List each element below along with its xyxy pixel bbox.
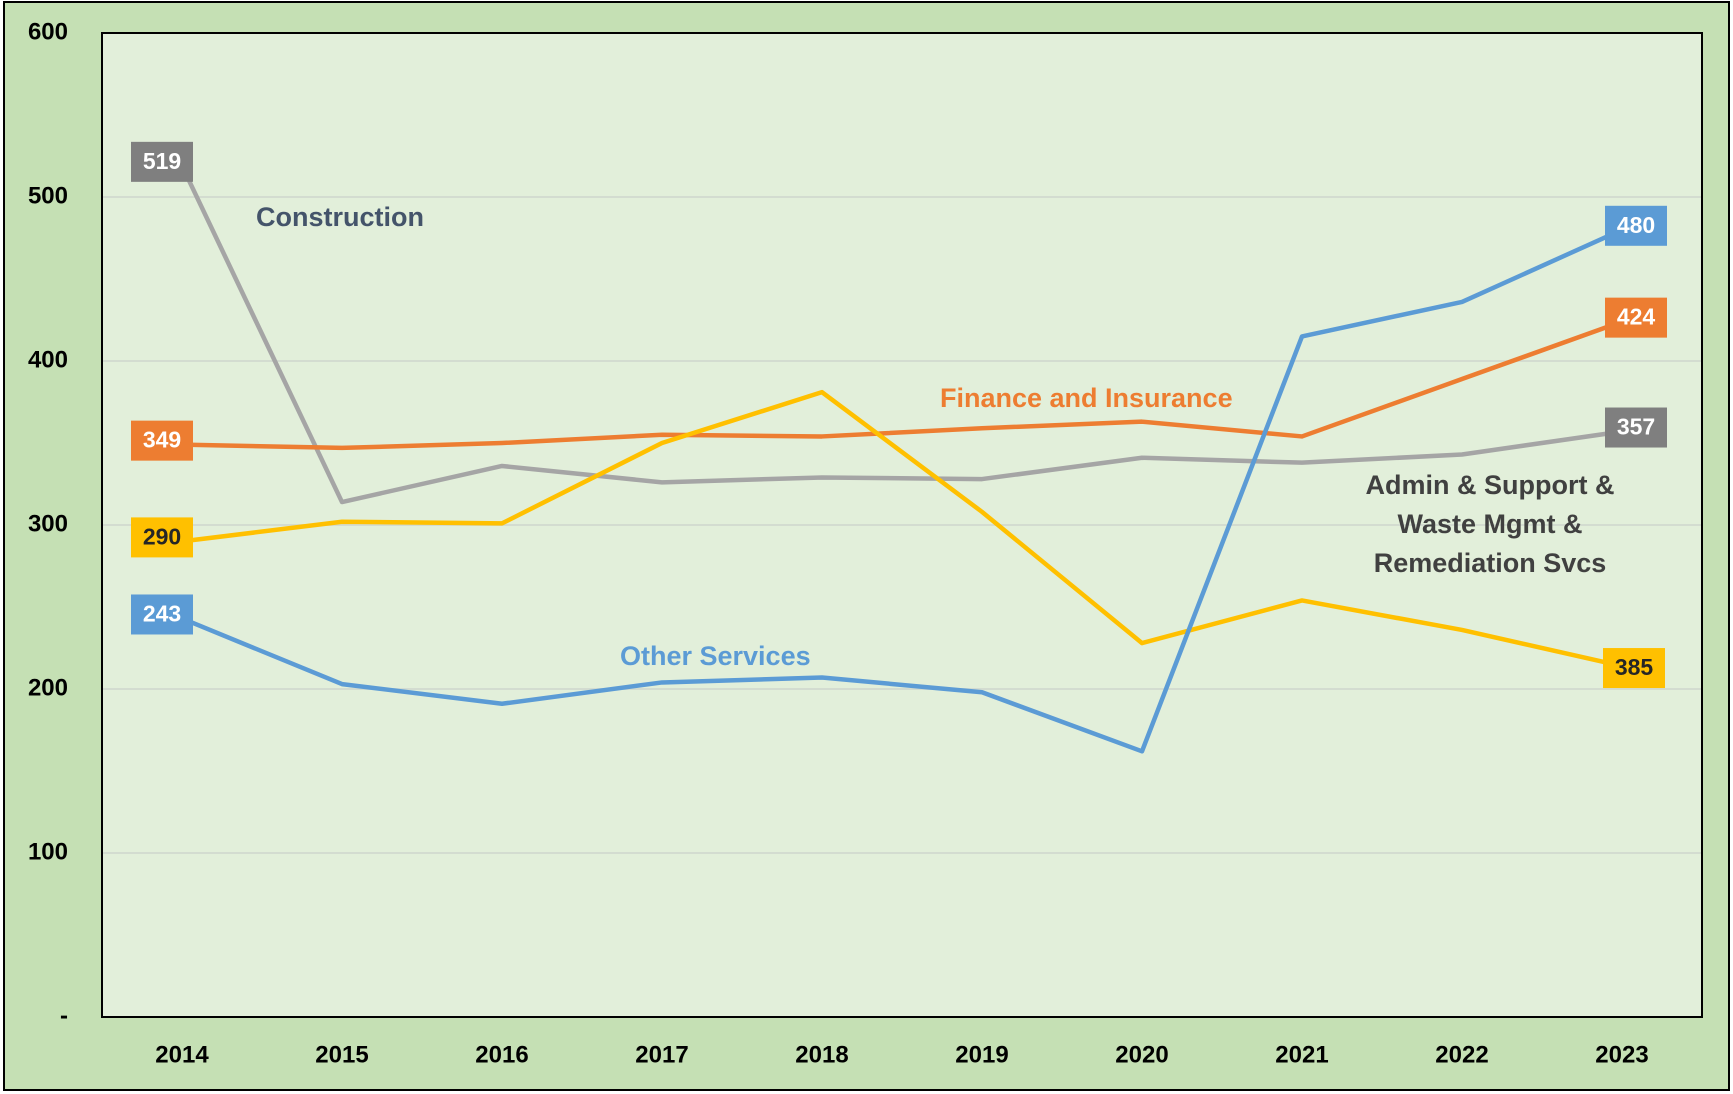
data-label-box — [131, 420, 193, 461]
y-tick-label: 500 — [28, 182, 68, 209]
data-label: 424 — [1617, 304, 1656, 330]
line-series — [179, 164, 1623, 505]
x-tick-label: 2014 — [155, 1041, 209, 1068]
data-label: 385 — [1615, 654, 1654, 680]
line-series — [181, 227, 1623, 754]
x-tick-label: 2019 — [955, 1041, 1008, 1068]
y-tick-label: 200 — [28, 674, 68, 701]
data-label-box — [131, 594, 193, 635]
series-label: Construction — [256, 202, 424, 232]
x-tick-label: 2018 — [795, 1041, 848, 1068]
series-label: Finance and Insurance — [940, 383, 1233, 413]
data-label-box — [1605, 297, 1667, 338]
x-tick-label: 2020 — [1115, 1041, 1168, 1068]
data-label-box — [131, 517, 193, 558]
data-label-box — [1605, 407, 1667, 448]
y-tick-label: 400 — [28, 346, 68, 373]
x-tick-label: 2023 — [1595, 1041, 1648, 1068]
series-label: Other Services — [620, 641, 811, 671]
data-label: 243 — [143, 601, 181, 627]
data-label: 519 — [143, 148, 181, 174]
x-tick-label: 2016 — [475, 1041, 528, 1068]
data-label: 480 — [1617, 212, 1655, 238]
x-tick-label: 2017 — [635, 1041, 688, 1068]
line-series — [181, 389, 1623, 669]
y-tick-label: 300 — [28, 510, 68, 537]
data-label: 349 — [143, 427, 181, 453]
x-tick-label: 2015 — [315, 1041, 368, 1068]
x-tick-label: 2021 — [1275, 1041, 1328, 1068]
plot-border — [101, 32, 1703, 1018]
y-tick-label: 600 — [28, 18, 68, 45]
data-label-box — [1603, 648, 1665, 689]
y-tick-label: - — [60, 1002, 68, 1029]
y-tick-label: 100 — [28, 838, 68, 865]
line-series — [181, 319, 1623, 451]
series-label: Admin & Support & Waste Mgmt & Remediati… — [1365, 470, 1615, 578]
data-label-box — [1605, 205, 1667, 246]
x-tick-label: 2022 — [1435, 1041, 1488, 1068]
data-label: 290 — [143, 523, 181, 549]
data-label-box — [131, 141, 193, 182]
data-label: 357 — [1617, 414, 1655, 440]
